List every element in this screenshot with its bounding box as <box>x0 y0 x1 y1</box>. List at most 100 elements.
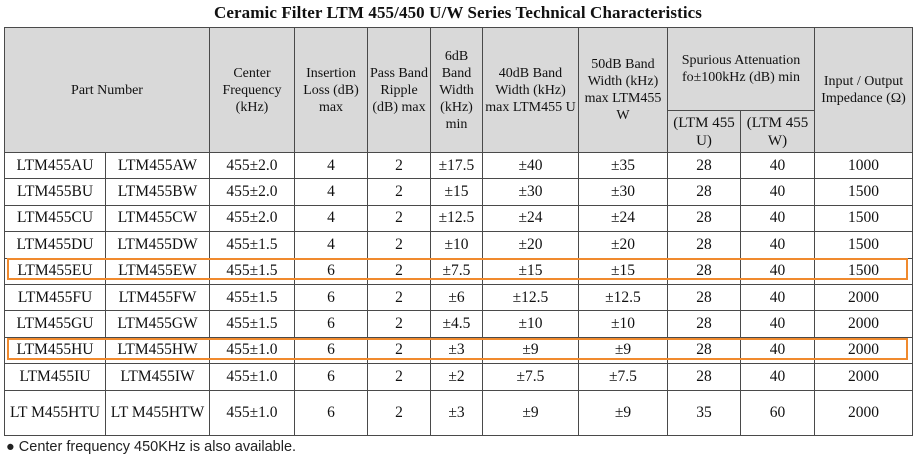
cell-insertion-loss: 6 <box>294 336 368 365</box>
table-row: LT M455HTU LT M455HTW 455±1.0 6 2 ±3 ±9 … <box>4 389 914 436</box>
cell-bw-40db: ±15 <box>482 257 579 285</box>
cell-part-u: LTM455IU <box>4 363 106 391</box>
cell-spurious-u: 28 <box>667 257 741 285</box>
cell-part-u: LTM455FU <box>4 283 106 312</box>
cell-bw-40db: ±30 <box>482 178 579 206</box>
cell-bw-50db: ±35 <box>578 151 668 180</box>
header-spurious-u: (LTM 455 U) <box>667 110 741 153</box>
cell-spurious-u: 28 <box>667 363 741 391</box>
cell-spurious-w: 40 <box>739 257 816 285</box>
cell-impedance: 1000 <box>814 151 914 180</box>
cell-part-w: LTM455FW <box>105 283 210 312</box>
cell-bw-50db: ±10 <box>578 310 668 338</box>
cell-ripple: 2 <box>367 363 431 391</box>
cell-ripple: 2 <box>367 336 431 365</box>
cell-bw-40db: ±7.5 <box>482 363 579 391</box>
header-spurious-attenuation: Spurious Attenuation fo±100kHz (dB) min <box>666 27 816 111</box>
cell-center-frequency: 455±1.0 <box>209 389 295 436</box>
cell-spurious-u: 28 <box>667 151 741 180</box>
cell-spurious-u: 28 <box>667 204 741 233</box>
cell-part-u: LTM455HU <box>4 336 106 365</box>
cell-spurious-w: 40 <box>739 336 816 365</box>
cell-ripple: 2 <box>367 310 431 338</box>
cell-part-u: LTM455GU <box>4 310 106 338</box>
cell-ripple: 2 <box>367 178 431 206</box>
cell-impedance: 2000 <box>814 389 914 436</box>
cell-center-frequency: 455±2.0 <box>209 178 295 206</box>
cell-part-u: LT M455HTU <box>4 389 106 436</box>
cell-ripple: 2 <box>367 389 431 436</box>
footnote: ● Center frequency 450KHz is also availa… <box>6 439 297 455</box>
table-row: LTM455GU LTM455GW 455±1.5 6 2 ±4.5 ±10 ±… <box>4 310 914 338</box>
cell-center-frequency: 455±1.0 <box>209 336 295 365</box>
table-row: LTM455IU LTM455IW 455±1.0 6 2 ±2 ±7.5 ±7… <box>4 363 914 391</box>
cell-center-frequency: 455±1.0 <box>209 363 295 391</box>
table-row: LTM455CU LTM455CW 455±2.0 4 2 ±12.5 ±24 … <box>4 204 914 233</box>
cell-insertion-loss: 4 <box>294 178 368 206</box>
cell-insertion-loss: 6 <box>294 363 368 391</box>
cell-ripple: 2 <box>367 151 431 180</box>
cell-bw-6db: ±17.5 <box>430 151 483 180</box>
cell-part-u: LTM455DU <box>4 231 106 259</box>
cell-insertion-loss: 6 <box>294 283 368 312</box>
cell-bw-50db: ±30 <box>578 178 668 206</box>
cell-impedance: 2000 <box>814 336 914 365</box>
cell-bw-40db: ±9 <box>482 389 579 436</box>
cell-part-w: LTM455IW <box>105 363 210 391</box>
header-40db-bandwidth: 40dB Band Width (kHz) max LTM455 U <box>482 27 579 153</box>
cell-spurious-u: 28 <box>667 283 741 312</box>
cell-insertion-loss: 4 <box>294 231 368 259</box>
cell-spurious-w: 40 <box>739 363 816 391</box>
cell-bw-6db: ±3 <box>430 336 483 365</box>
header-50db-bandwidth: 50dB Band Width (kHz) max LTM455 W <box>578 27 668 153</box>
cell-spurious-u: 28 <box>667 336 741 365</box>
cell-ripple: 2 <box>367 283 431 312</box>
cell-bw-6db: ±6 <box>430 283 483 312</box>
cell-center-frequency: 455±2.0 <box>209 204 295 233</box>
cell-bw-40db: ±20 <box>482 231 579 259</box>
cell-part-w: LTM455GW <box>105 310 210 338</box>
cell-part-w: LTM455AW <box>105 151 210 180</box>
header-center-frequency: Center Frequency (kHz) <box>209 27 295 153</box>
cell-bw-40db: ±24 <box>482 204 579 233</box>
cell-impedance: 1500 <box>814 257 914 285</box>
cell-part-u: LTM455CU <box>4 204 106 233</box>
cell-bw-50db: ±9 <box>578 389 668 436</box>
cell-spurious-u: 35 <box>667 389 741 436</box>
cell-ripple: 2 <box>367 257 431 285</box>
header-spurious-w: (LTM 455 W) <box>739 110 816 153</box>
cell-ripple: 2 <box>367 231 431 259</box>
cell-insertion-loss: 6 <box>294 257 368 285</box>
cell-center-frequency: 455±1.5 <box>209 231 295 259</box>
table-title: Ceramic Filter LTM 455/450 U/W Series Te… <box>213 3 703 22</box>
cell-insertion-loss: 6 <box>294 310 368 338</box>
cell-impedance: 2000 <box>814 310 914 338</box>
cell-spurious-w: 40 <box>739 178 816 206</box>
header-part-number: Part Number <box>4 27 210 153</box>
cell-part-w: LTM455CW <box>105 204 210 233</box>
cell-center-frequency: 455±1.5 <box>209 283 295 312</box>
cell-center-frequency: 455±1.5 <box>209 310 295 338</box>
table-row: LTM455FU LTM455FW 455±1.5 6 2 ±6 ±12.5 ±… <box>4 283 914 312</box>
cell-bw-40db: ±40 <box>482 151 579 180</box>
cell-bw-50db: ±12.5 <box>578 283 668 312</box>
cell-part-w: LTM455DW <box>105 231 210 259</box>
cell-spurious-u: 28 <box>667 231 741 259</box>
cell-part-w: LTM455EW <box>105 257 210 285</box>
header-6db-bandwidth: 6dB Band Width (kHz) min <box>430 27 483 153</box>
header-impedance: Input / Output Impedance (Ω) <box>814 27 914 153</box>
cell-spurious-w: 40 <box>739 204 816 233</box>
table-row: LTM455EU LTM455EW 455±1.5 6 2 ±7.5 ±15 ±… <box>4 257 914 285</box>
cell-bw-50db: ±24 <box>578 204 668 233</box>
table-row: LTM455HU LTM455HW 455±1.0 6 2 ±3 ±9 ±9 2… <box>4 336 914 365</box>
cell-part-u: LTM455AU <box>4 151 106 180</box>
header-pass-band-ripple: Pass Band Ripple (dB) max <box>367 27 431 153</box>
cell-ripple: 2 <box>367 204 431 233</box>
cell-spurious-w: 40 <box>739 310 816 338</box>
cell-impedance: 1500 <box>814 204 914 233</box>
cell-insertion-loss: 4 <box>294 151 368 180</box>
cell-impedance: 1500 <box>814 178 914 206</box>
spec-table: Part Number Center Frequency (kHz) Inser… <box>4 27 914 436</box>
cell-bw-50db: ±15 <box>578 257 668 285</box>
cell-bw-6db: ±2 <box>430 363 483 391</box>
